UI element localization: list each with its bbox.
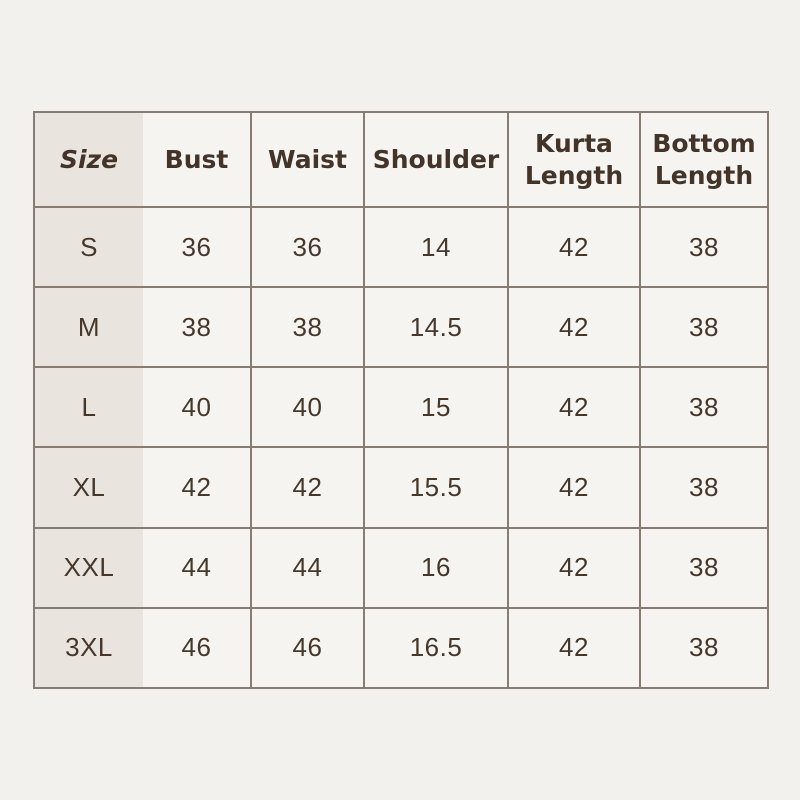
header-row: Size Bust Waist Shoulder Kurta Length Bo… xyxy=(33,111,769,208)
cell-l-waist: 40 xyxy=(250,366,365,449)
cell-3xl-kurta-length: 42 xyxy=(507,606,641,690)
row-label-xxl: XXL xyxy=(33,526,143,609)
cell-m-kurta-length: 42 xyxy=(507,286,641,369)
cell-l-bottom-length: 38 xyxy=(639,366,769,449)
cell-xl-waist: 42 xyxy=(250,446,365,529)
cell-m-shoulder: 14.5 xyxy=(363,286,509,369)
row-label-xl: XL xyxy=(33,446,143,529)
column-header-bottom-length: Bottom Length xyxy=(639,111,769,208)
cell-s-bust: 36 xyxy=(143,205,252,289)
cell-l-kurta-length: 42 xyxy=(507,366,641,449)
cell-3xl-shoulder: 16.5 xyxy=(363,606,509,690)
size-chart-page: Size Bust Waist Shoulder Kurta Length Bo… xyxy=(33,111,769,690)
table-row-l: L 40 40 15 42 38 xyxy=(33,366,769,449)
cell-s-waist: 36 xyxy=(250,205,365,289)
row-label-m: M xyxy=(33,286,143,369)
cell-m-bust: 38 xyxy=(143,286,252,369)
cell-s-kurta-length: 42 xyxy=(507,205,641,289)
cell-m-bottom-length: 38 xyxy=(639,286,769,369)
row-label-l: L xyxy=(33,366,143,449)
cell-l-shoulder: 15 xyxy=(363,366,509,449)
column-header-waist: Waist xyxy=(250,111,365,208)
size-chart-table: Size Bust Waist Shoulder Kurta Length Bo… xyxy=(33,111,769,690)
cell-xxl-bust: 44 xyxy=(143,526,252,609)
cell-xxl-kurta-length: 42 xyxy=(507,526,641,609)
column-header-shoulder: Shoulder xyxy=(363,111,509,208)
cell-xxl-bottom-length: 38 xyxy=(639,526,769,609)
cell-3xl-bottom-length: 38 xyxy=(639,606,769,690)
cell-xl-kurta-length: 42 xyxy=(507,446,641,529)
cell-xl-bust: 42 xyxy=(143,446,252,529)
table-row-3xl: 3XL 46 46 16.5 42 38 xyxy=(33,606,769,690)
cell-xl-bottom-length: 38 xyxy=(639,446,769,529)
cell-l-bust: 40 xyxy=(143,366,252,449)
cell-m-waist: 38 xyxy=(250,286,365,369)
table-row-xl: XL 42 42 15.5 42 38 xyxy=(33,446,769,529)
cell-s-shoulder: 14 xyxy=(363,205,509,289)
cell-xxl-waist: 44 xyxy=(250,526,365,609)
cell-xl-shoulder: 15.5 xyxy=(363,446,509,529)
table-row-xxl: XXL 44 44 16 42 38 xyxy=(33,526,769,609)
table-row-m: M 38 38 14.5 42 38 xyxy=(33,286,769,369)
table-row-s: S 36 36 14 42 38 xyxy=(33,205,769,289)
cell-3xl-bust: 46 xyxy=(143,606,252,690)
cell-xxl-shoulder: 16 xyxy=(363,526,509,609)
column-header-bust: Bust xyxy=(143,111,252,208)
cell-3xl-waist: 46 xyxy=(250,606,365,690)
column-header-kurta-length: Kurta Length xyxy=(507,111,641,208)
cell-s-bottom-length: 38 xyxy=(639,205,769,289)
row-label-3xl: 3XL xyxy=(33,606,143,690)
row-label-s: S xyxy=(33,205,143,289)
column-header-size: Size xyxy=(33,111,143,208)
